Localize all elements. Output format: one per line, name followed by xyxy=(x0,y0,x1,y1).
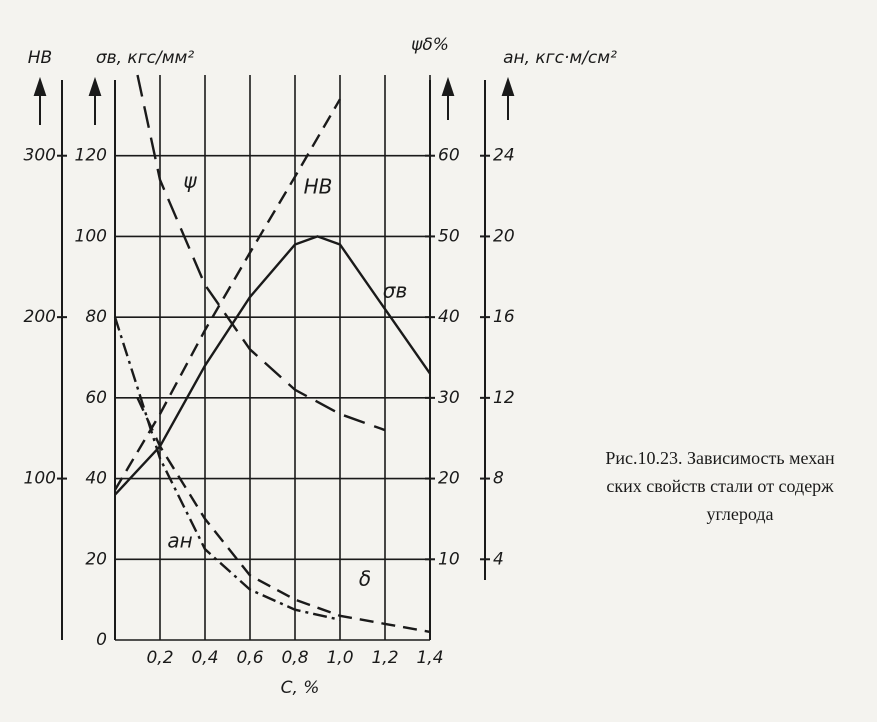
caption-line: углерода xyxy=(706,504,773,524)
y3-tick-label: 24 xyxy=(493,146,515,166)
series-line xyxy=(114,235,431,496)
y4-tick-label: 300 xyxy=(24,146,56,166)
y4-axis-label: HB xyxy=(28,48,52,68)
y3-tick-label: 4 xyxy=(493,549,504,569)
series-label: σв xyxy=(383,279,407,303)
caption-line: Рис.10.23. Зависимость механ xyxy=(605,448,835,468)
x-tick-label: 0,6 xyxy=(236,648,263,668)
y-tick-label: 60 xyxy=(85,388,107,408)
series-line xyxy=(136,397,431,634)
x-tick-label: 0,4 xyxy=(191,648,218,668)
series-label: aн xyxy=(167,529,192,553)
y2-axis-label: ψδ% xyxy=(411,35,449,55)
y2-tick-label: 20 xyxy=(438,469,460,489)
x-axis-label: C, % xyxy=(281,678,320,698)
series-line xyxy=(113,316,341,621)
caption-line: ских свойств стали от содерж xyxy=(606,476,834,496)
axis-arrows xyxy=(33,76,515,125)
series-line xyxy=(136,74,386,432)
x-tick-label: 0,8 xyxy=(281,648,308,668)
series-label: δ xyxy=(359,567,371,591)
y2-tick-label: 50 xyxy=(438,226,460,246)
y3-axis-label: aн, кгс·м/см² xyxy=(503,48,617,68)
series-label: HB xyxy=(304,175,333,199)
y-tick-label: 100 xyxy=(75,226,107,246)
y3-tick-label: 20 xyxy=(493,226,515,246)
y-axis-label: σв, кгс/мм² xyxy=(96,48,195,68)
y4-tick-label: 200 xyxy=(24,307,56,327)
y-tick-label: 120 xyxy=(75,146,107,166)
y3-tick-label: 12 xyxy=(493,388,515,408)
x-tick-label: 1,2 xyxy=(371,648,398,668)
x-tick-label: 1,4 xyxy=(416,648,443,668)
y2-tick-label: 10 xyxy=(438,549,460,569)
y-tick-label: 40 xyxy=(85,469,107,489)
y-tick-label: 80 xyxy=(85,307,107,327)
y2-tick-label: 40 xyxy=(438,307,460,327)
y3-tick-label: 16 xyxy=(493,307,515,327)
y2-tick-label: 60 xyxy=(438,146,460,166)
y-tick-label: 20 xyxy=(85,549,107,569)
series-line xyxy=(113,98,342,491)
y3-tick-label: 8 xyxy=(493,469,504,489)
y2-tick-label: 30 xyxy=(438,388,460,408)
x-tick-label: 1,0 xyxy=(326,648,353,668)
y4-tick-label: 100 xyxy=(24,469,56,489)
x-tick-label: 0,2 xyxy=(146,648,173,668)
y-tick-label: 0 xyxy=(96,630,107,650)
series-label: ψ xyxy=(183,169,197,193)
